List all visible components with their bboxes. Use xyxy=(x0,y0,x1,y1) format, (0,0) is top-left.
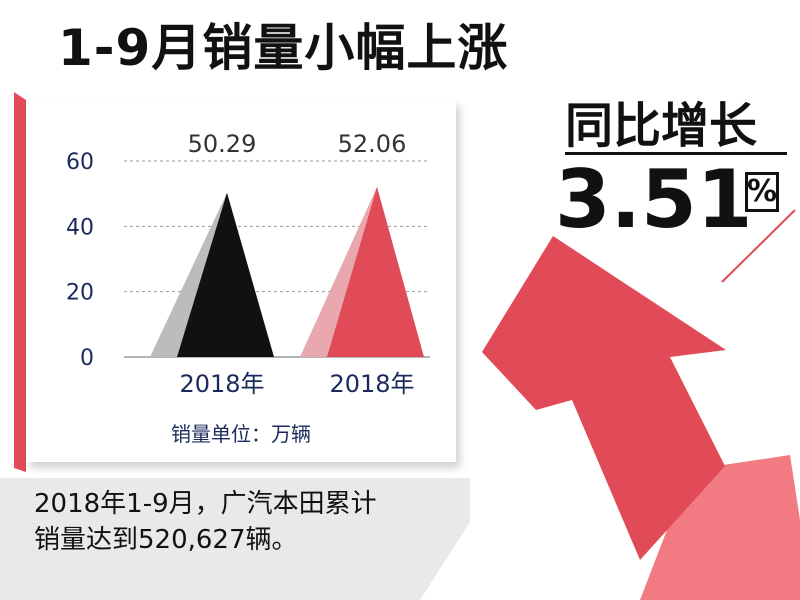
yoy-value: 3.51 xyxy=(555,153,753,246)
bar xyxy=(177,192,274,357)
chart-card: 0 20 40 60 50.29 2018年 52.06 2018年 销量单位：万辆 xyxy=(26,100,456,462)
caption-text: 2018年1-9月，广汽本田累计 销量达到520,627辆。 xyxy=(34,486,464,558)
yoy-label: 同比增长 xyxy=(565,98,758,154)
y-tick-label: 60 xyxy=(66,150,94,175)
value-label: 50.29 xyxy=(188,130,257,158)
yoy-underline xyxy=(565,152,787,155)
category-label: 2018年 xyxy=(329,370,414,398)
caption-line-2: 销量达到520,627辆。 xyxy=(34,525,298,555)
sales-chart: 0 20 40 60 50.29 2018年 52.06 2018年 xyxy=(66,130,430,398)
value-label: 52.06 xyxy=(338,130,407,158)
y-tick-layer: 0 20 40 60 xyxy=(66,150,94,371)
y-tick-label: 40 xyxy=(66,215,94,240)
red-arrow-icon xyxy=(482,236,726,560)
red-arrow-light-base xyxy=(640,455,800,600)
category-label: 2018年 xyxy=(179,370,264,398)
arrow-accent-line xyxy=(721,209,796,283)
percent-box: % xyxy=(745,172,779,212)
left-accent-bar xyxy=(14,92,26,472)
label-layer: 50.29 2018年 52.06 2018年 xyxy=(179,130,414,398)
caption-line-1: 2018年1-9月，广汽本田累计 xyxy=(34,489,377,519)
bar xyxy=(327,186,424,357)
bar-layer xyxy=(150,186,424,357)
y-tick-label: 20 xyxy=(66,281,94,306)
page-title: 1-9月销量小幅上涨 xyxy=(58,19,509,77)
unit-label: 销量单位：万辆 xyxy=(171,422,311,446)
caption-band-shape xyxy=(0,478,470,600)
arrow-accent-line-2 xyxy=(542,454,601,521)
y-tick-label: 0 xyxy=(80,346,94,371)
